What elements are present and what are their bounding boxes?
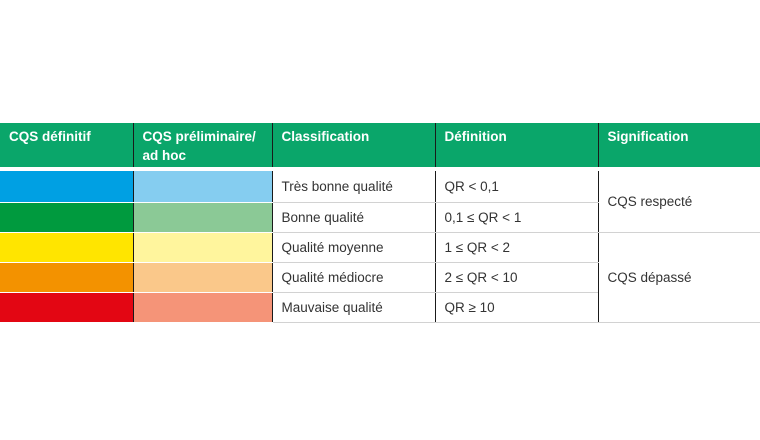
- definition-cell: 1 ≤ QR < 2: [434, 231, 598, 263]
- final-color-swatch: [0, 201, 133, 233]
- prelim-color-swatch: [132, 201, 272, 233]
- prelim-color-swatch: [132, 261, 272, 293]
- table-row: Bonne qualité 0,1 ≤ QR < 1: [0, 201, 760, 233]
- definition-cell: 2 ≤ QR < 10: [434, 261, 598, 293]
- header-signification: Signification: [597, 123, 760, 169]
- table-row: Qualité moyenne 1 ≤ QR < 2 CQS dépassé: [0, 231, 760, 323]
- definition-cell: QR ≥ 10: [434, 291, 598, 323]
- table-header-row: CQS définitif CQS préliminaire/ ad hoc C…: [0, 123, 760, 169]
- classification-cell: Bonne qualité: [271, 201, 435, 233]
- signification-cell-exceeded: CQS dépassé: [597, 231, 760, 323]
- final-color-swatch: [0, 261, 133, 293]
- classification-cell: Très bonne qualité: [271, 167, 435, 203]
- header-cqs-definitif: CQS définitif: [0, 123, 133, 169]
- prelim-color-swatch: [132, 291, 272, 323]
- classification-cell: Qualité médiocre: [271, 261, 435, 293]
- header-cqs-preliminaire: CQS préliminaire/ ad hoc: [132, 123, 272, 169]
- final-color-swatch: [0, 231, 133, 263]
- signification-cell-respected: CQS respecté: [597, 167, 760, 233]
- definition-cell: QR < 0,1: [434, 167, 598, 203]
- cqs-classification-table: CQS définitif CQS préliminaire/ ad hoc C…: [0, 123, 760, 323]
- definition-cell: 0,1 ≤ QR < 1: [434, 201, 598, 233]
- final-color-swatch: [0, 167, 133, 203]
- header-classification: Classification: [271, 123, 435, 169]
- classification-cell: Qualité moyenne: [271, 231, 435, 263]
- classification-cell: Mauvaise qualité: [271, 291, 435, 323]
- table-row: Très bonne qualité QR < 0,1 CQS respecté: [0, 167, 760, 233]
- header-definition: Définition: [434, 123, 598, 169]
- table-row: Mauvaise qualité QR ≥ 10: [0, 291, 760, 323]
- final-color-swatch: [0, 291, 133, 323]
- prelim-color-swatch: [132, 231, 272, 263]
- header-cqs-preliminaire-label: CQS préliminaire/ ad hoc: [142, 129, 256, 163]
- prelim-color-swatch: [132, 167, 272, 203]
